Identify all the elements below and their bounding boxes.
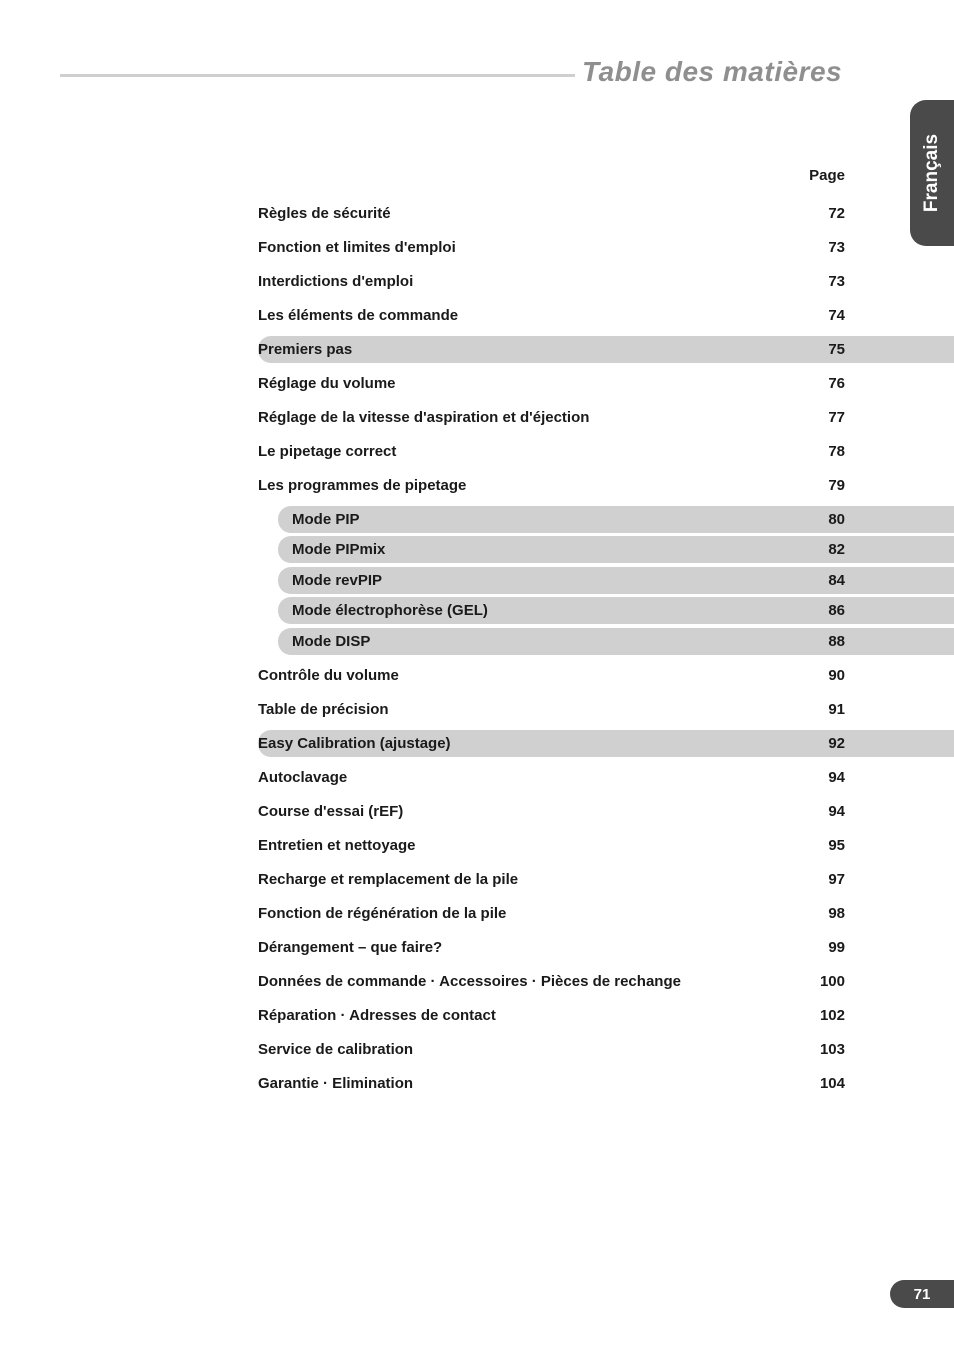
toc-row: Fonction et limites d'emploi73 — [258, 230, 954, 264]
toc-entry-label: Les programmes de pipetage — [258, 477, 784, 494]
toc-entry-label: Mode PIP — [278, 511, 784, 528]
toc-entry-label: Réparation · Adresses de contact — [258, 1007, 784, 1024]
toc-row: Mode revPIP84 — [278, 567, 954, 594]
toc-rows: Règles de sécurité72Fonction et limites … — [258, 196, 954, 1100]
toc-row: Dérangement – que faire?99 — [258, 930, 954, 964]
toc-entry-label: Interdictions d'emploi — [258, 273, 784, 290]
toc-row: Entretien et nettoyage95 — [258, 828, 954, 862]
toc-entry-label: Course d'essai (rEF) — [258, 803, 784, 820]
toc-entry-page: 99 — [784, 939, 954, 956]
toc-row: Données de commande · Accessoires · Pièc… — [258, 964, 954, 998]
toc-entry-label: Mode DISP — [278, 633, 784, 650]
toc-entry-label: Premiers pas — [258, 341, 784, 358]
toc-row: Mode PIPmix82 — [278, 536, 954, 563]
toc-entry-page: 92 — [784, 735, 954, 752]
toc-row: Interdictions d'emploi73 — [258, 264, 954, 298]
page-title: Table des matières — [582, 56, 842, 88]
page-column-header: Page — [258, 167, 954, 184]
toc-row: Service de calibration103 — [258, 1032, 954, 1066]
toc-entry-page: 77 — [784, 409, 954, 426]
toc-entry-page: 72 — [784, 205, 954, 222]
toc-row: Les programmes de pipetage79 — [258, 468, 954, 502]
toc-entry-label: Fonction et limites d'emploi — [258, 239, 784, 256]
toc-entry-label: Table de précision — [258, 701, 784, 718]
toc-row: Réglage de la vitesse d'aspiration et d'… — [258, 400, 954, 434]
toc-entry-label: Le pipetage correct — [258, 443, 784, 460]
toc-entry-label: Réglage du volume — [258, 375, 784, 392]
toc-entry-page: 79 — [784, 477, 954, 494]
toc-entry-page: 73 — [784, 239, 954, 256]
toc-row: Garantie · Elimination104 — [258, 1066, 954, 1100]
page-number: 71 — [914, 1286, 931, 1303]
header-rule — [60, 74, 575, 77]
toc-entry-label: Données de commande · Accessoires · Pièc… — [258, 973, 784, 990]
toc-entry-label: Dérangement – que faire? — [258, 939, 784, 956]
toc-entry-label: Règles de sécurité — [258, 205, 784, 222]
toc-entry-page: 98 — [784, 905, 954, 922]
toc-entry-page: 94 — [784, 803, 954, 820]
toc-row: Règles de sécurité72 — [258, 196, 954, 230]
toc-entry-label: Mode PIPmix — [278, 541, 784, 558]
toc-row: Mode DISP88 — [278, 628, 954, 655]
toc-entry-page: 90 — [784, 667, 954, 684]
toc-entry-page: 75 — [784, 341, 954, 358]
toc-entry-label: Réglage de la vitesse d'aspiration et d'… — [258, 409, 784, 426]
toc-entry-page: 76 — [784, 375, 954, 392]
toc-row: Premiers pas75 — [258, 336, 954, 363]
toc-entry-page: 73 — [784, 273, 954, 290]
toc-row: Easy Calibration (ajustage)92 — [258, 730, 954, 757]
toc-entry-page: 91 — [784, 701, 954, 718]
toc-entry-label: Service de calibration — [258, 1041, 784, 1058]
toc-entry-label: Fonction de régénération de la pile — [258, 905, 784, 922]
toc-entry-label: Easy Calibration (ajustage) — [258, 735, 784, 752]
toc-entry-label: Mode électrophorèse (GEL) — [278, 602, 784, 619]
toc-entry-label: Les éléments de commande — [258, 307, 784, 324]
toc-entry-page: 100 — [784, 973, 954, 990]
page-number-badge: 71 — [890, 1280, 954, 1308]
toc-row: Recharge et remplacement de la pile97 — [258, 862, 954, 896]
table-of-contents: Page Règles de sécurité72Fonction et lim… — [258, 167, 954, 1100]
toc-row: Les éléments de commande74 — [258, 298, 954, 332]
toc-entry-page: 80 — [784, 511, 954, 528]
toc-row: Le pipetage correct78 — [258, 434, 954, 468]
toc-entry-page: 88 — [784, 633, 954, 650]
toc-entry-page: 78 — [784, 443, 954, 460]
toc-row: Autoclavage94 — [258, 760, 954, 794]
toc-entry-label: Entretien et nettoyage — [258, 837, 784, 854]
toc-entry-page: 84 — [784, 572, 954, 589]
toc-entry-page: 82 — [784, 541, 954, 558]
toc-row: Réglage du volume76 — [258, 366, 954, 400]
toc-entry-page: 74 — [784, 307, 954, 324]
toc-entry-label: Garantie · Elimination — [258, 1075, 784, 1092]
toc-row: Contrôle du volume90 — [258, 658, 954, 692]
toc-row: Table de précision91 — [258, 692, 954, 726]
toc-row: Mode PIP80 — [278, 506, 954, 533]
toc-entry-page: 102 — [784, 1007, 954, 1024]
toc-entry-page: 86 — [784, 602, 954, 619]
toc-row: Réparation · Adresses de contact102 — [258, 998, 954, 1032]
toc-entry-page: 94 — [784, 769, 954, 786]
toc-row: Course d'essai (rEF)94 — [258, 794, 954, 828]
toc-entry-page: 103 — [784, 1041, 954, 1058]
toc-entry-label: Mode revPIP — [278, 572, 784, 589]
toc-entry-page: 97 — [784, 871, 954, 888]
toc-entry-label: Recharge et remplacement de la pile — [258, 871, 784, 888]
toc-entry-page: 95 — [784, 837, 954, 854]
toc-entry-label: Contrôle du volume — [258, 667, 784, 684]
toc-row: Fonction de régénération de la pile98 — [258, 896, 954, 930]
page: Table des matières Français Page Règles … — [0, 0, 954, 1354]
toc-entry-page: 104 — [784, 1075, 954, 1092]
toc-row: Mode électrophorèse (GEL)86 — [278, 597, 954, 624]
toc-entry-label: Autoclavage — [258, 769, 784, 786]
